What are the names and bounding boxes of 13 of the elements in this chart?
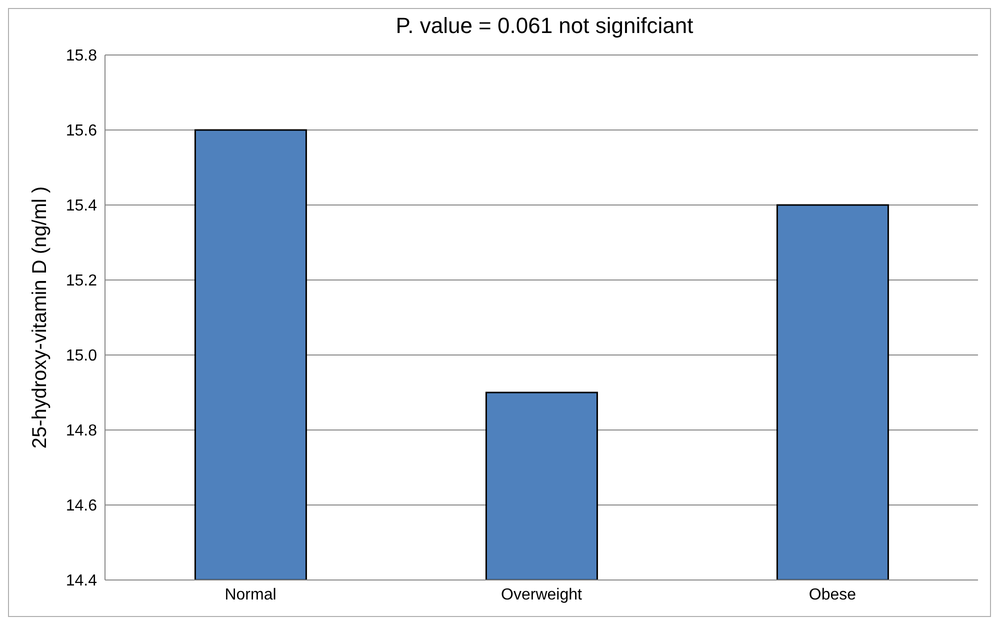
y-tick-label: 15.0 (66, 348, 98, 365)
x-tick-label: Obese (808, 586, 856, 604)
y-tick-label: 15.8 (66, 48, 98, 65)
y-tick-label: 14.6 (66, 498, 98, 515)
y-axis-title: 25-hydroxy-vitamin D (ng/ml ) (29, 186, 52, 449)
y-tick-label: 15.2 (66, 272, 98, 290)
x-tick-label: Normal (224, 586, 276, 604)
y-tick-label: 15.4 (66, 198, 98, 215)
y-tick-label: 15.6 (66, 122, 98, 140)
y-tick-label: 14.8 (66, 422, 98, 440)
chart-title: P. value = 0.061 not signifciant (394, 13, 694, 39)
x-tick-label: Overweight (501, 586, 583, 604)
y-tick-label: 14.4 (66, 572, 98, 590)
